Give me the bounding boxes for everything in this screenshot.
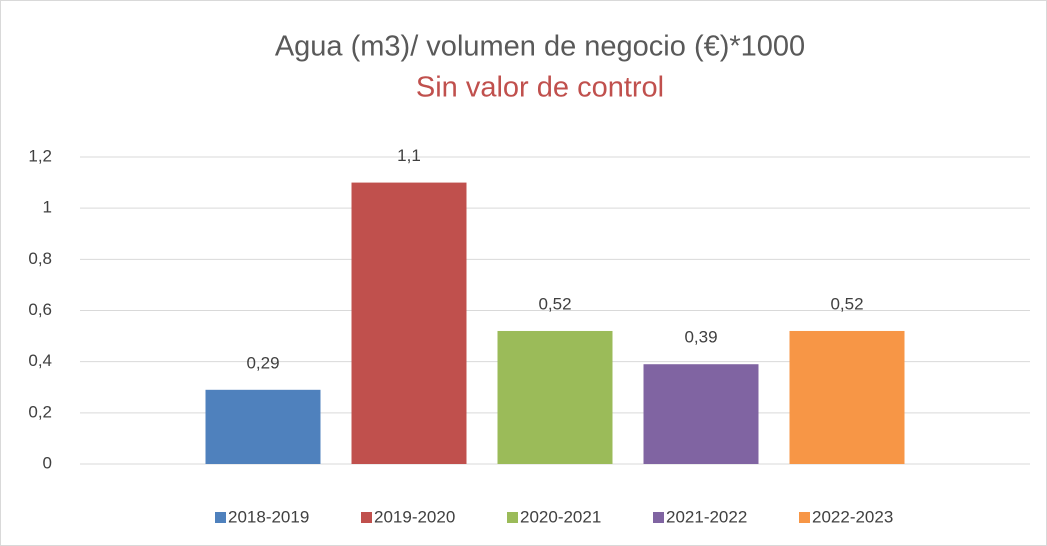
legend-label: 2021-2022 [666, 507, 747, 526]
bar [351, 182, 467, 465]
data-label: 0,52 [830, 294, 863, 313]
y-tick-label: 1,2 [28, 146, 52, 165]
y-tick-label: 1 [43, 198, 52, 217]
chart-title: Agua (m3)/ volumen de negocio (€)*1000 [275, 31, 805, 63]
bar [643, 364, 759, 464]
data-label: 0,39 [684, 328, 717, 347]
data-label: 1,1 [397, 146, 421, 165]
legend-label: 2022-2023 [812, 507, 893, 526]
bar [789, 330, 905, 464]
legend-marker [361, 512, 372, 523]
legend-marker [507, 512, 518, 523]
bar [205, 389, 321, 464]
legend-label: 2019-2020 [374, 507, 455, 526]
y-tick-label: 0,8 [28, 249, 52, 268]
data-label: 0,29 [246, 353, 279, 372]
legend-label: 2018-2019 [228, 507, 309, 526]
y-tick-label: 0,6 [28, 300, 52, 319]
legend-marker [215, 512, 226, 523]
chart-subtitle: Sin valor de control [416, 72, 664, 104]
y-tick-label: 0,2 [28, 402, 52, 421]
y-tick-label: 0,4 [28, 351, 52, 370]
bar [497, 330, 613, 464]
legend-label: 2020-2021 [520, 507, 601, 526]
legend-marker [799, 512, 810, 523]
y-tick-label: 0 [43, 453, 52, 472]
legend-marker [653, 512, 664, 523]
data-label: 0,52 [538, 294, 571, 313]
